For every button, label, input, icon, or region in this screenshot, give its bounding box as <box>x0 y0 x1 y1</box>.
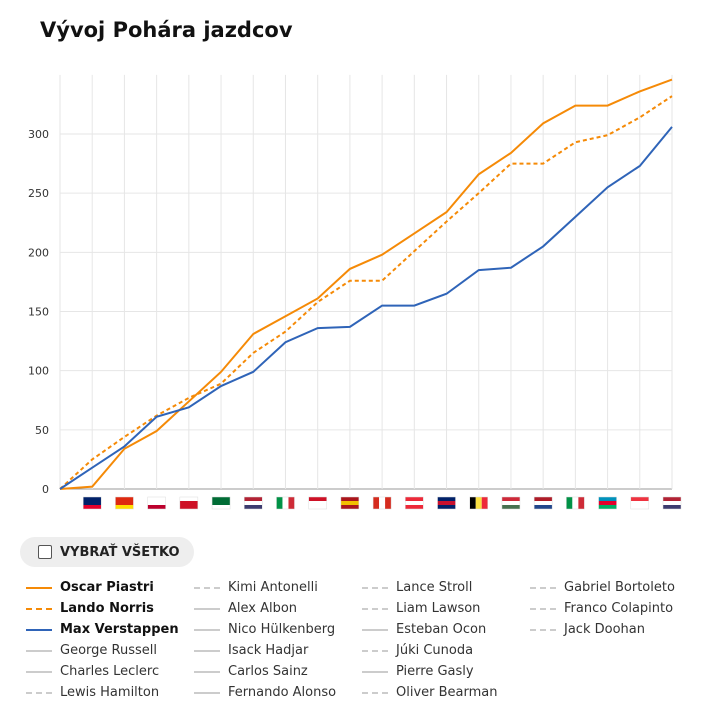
legend-swatch-icon <box>362 607 388 610</box>
legend-label: Pierre Gasly <box>396 664 474 679</box>
flag-gbr-icon <box>437 496 456 510</box>
legend-swatch-icon <box>362 691 388 694</box>
legend-label: Liam Lawson <box>396 601 481 616</box>
legend-label: Nico Hülkenberg <box>228 622 336 637</box>
legend-label: Max Verstappen <box>60 622 179 637</box>
legend-item[interactable]: Kimi Antonelli <box>194 577 362 598</box>
legend-swatch-icon <box>194 691 220 694</box>
legend-swatch-icon <box>530 607 556 610</box>
legend-item[interactable]: Lando Norris <box>26 598 194 619</box>
legend-item[interactable]: Alex Albon <box>194 598 362 619</box>
legend-swatch-icon <box>26 691 52 694</box>
legend-label: Oscar Piastri <box>60 580 154 595</box>
flag-aus-icon <box>82 496 102 510</box>
legend-item[interactable]: Oscar Piastri <box>26 577 194 598</box>
legend-swatch-icon <box>530 586 556 589</box>
flag-bel-icon <box>469 496 488 510</box>
flag-usa-icon <box>662 496 682 510</box>
legend-item[interactable]: Isack Hadjar <box>194 640 362 661</box>
flag-ned-icon <box>533 496 553 510</box>
legend-item[interactable]: Fernando Alonso <box>194 682 362 703</box>
legend-swatch-icon <box>26 607 52 610</box>
flag-hun-icon <box>501 496 521 510</box>
legend-label: Esteban Ocon <box>396 622 487 637</box>
legend-item[interactable]: George Russell <box>26 640 194 661</box>
legend-label: Alex Albon <box>228 601 298 616</box>
y-tick-label: 100 <box>28 365 49 378</box>
flag-bhr-icon <box>179 496 199 510</box>
legend-item[interactable]: Lewis Hamilton <box>26 682 194 703</box>
select-all-label: VYBRAŤ VŠETKO <box>60 544 180 560</box>
y-tick-label: 200 <box>28 246 49 259</box>
legend-label: Lando Norris <box>60 601 154 616</box>
legend-swatch-icon <box>26 649 52 652</box>
legend-swatch-icon <box>194 670 220 673</box>
flag-aze-icon <box>598 496 617 510</box>
legend-swatch-icon <box>362 628 388 631</box>
y-tick-label: 300 <box>28 128 49 141</box>
legend-swatch-icon <box>362 670 388 673</box>
legend-label: Carlos Sainz <box>228 664 308 679</box>
legend-swatch-icon <box>194 628 220 631</box>
legend-item[interactable]: Charles Leclerc <box>26 661 194 682</box>
legend-swatch-icon <box>26 670 52 673</box>
legend-label: Lewis Hamilton <box>60 685 160 700</box>
legend-item[interactable]: Esteban Ocon <box>362 619 530 640</box>
legend-item[interactable]: Gabriel Bortoleto <box>530 577 698 598</box>
legend-label: Júki Cunoda <box>396 643 474 658</box>
legend-label: Fernando Alonso <box>228 685 337 700</box>
flag-sgp-icon <box>630 496 650 510</box>
legend-item[interactable]: Jack Doohan <box>530 619 698 640</box>
flag-usa-icon <box>244 496 263 510</box>
legend-item[interactable]: Max Verstappen <box>26 619 194 640</box>
legend-item[interactable]: Lance Stroll <box>362 577 530 598</box>
flag-aut-icon <box>405 496 424 510</box>
flag-ita-icon <box>566 496 585 510</box>
points-chart: 0 50 100 150 200 250 300 <box>28 74 682 510</box>
y-tick-label: 0 <box>42 483 49 496</box>
legend-item[interactable]: Júki Cunoda <box>362 640 530 661</box>
page-title: Vývoj Pohára jazdcov <box>40 18 293 42</box>
flag-can-icon <box>372 496 392 510</box>
flag-chn-icon <box>115 496 134 510</box>
legend-label: Lance Stroll <box>396 580 473 595</box>
y-tick-label: 50 <box>35 424 49 437</box>
flag-mon-icon <box>308 496 327 510</box>
legend-swatch-icon <box>362 586 388 589</box>
flag-sau-icon <box>211 496 231 510</box>
legend-swatch-icon <box>194 607 220 610</box>
y-tick-label: 250 <box>28 187 49 200</box>
legend-label: Kimi Antonelli <box>228 580 318 595</box>
legend-label: Jack Doohan <box>564 622 645 637</box>
legend: Oscar Piastri Lando Norris Max Verstappen G… <box>26 577 698 703</box>
legend-label: Isack Hadjar <box>228 643 309 658</box>
flag-ita-icon <box>276 496 295 510</box>
legend-label: Charles Leclerc <box>60 664 160 679</box>
legend-item[interactable]: Carlos Sainz <box>194 661 362 682</box>
legend-item[interactable]: Oliver Bearman <box>362 682 530 703</box>
legend-swatch-icon <box>26 628 52 631</box>
legend-swatch-icon <box>194 649 220 652</box>
legend-swatch-icon <box>26 586 52 589</box>
legend-label: Franco Colapinto <box>564 601 674 616</box>
y-tick-label: 150 <box>28 306 49 319</box>
legend-swatch-icon <box>194 586 220 589</box>
legend-label: George Russell <box>60 643 157 658</box>
series-line-lando-norris[interactable] <box>59 95 673 490</box>
flag-esp-icon <box>340 496 360 510</box>
legend-swatch-icon <box>362 649 388 652</box>
checkbox-icon[interactable] <box>38 545 52 559</box>
series-line-oscar-piastri[interactable] <box>59 78 673 490</box>
flag-jpn-icon <box>147 496 166 510</box>
legend-item[interactable]: Liam Lawson <box>362 598 530 619</box>
legend-label: Gabriel Bortoleto <box>564 580 675 595</box>
select-all-button[interactable]: VYBRAŤ VŠETKO <box>20 537 194 567</box>
legend-label: Oliver Bearman <box>396 685 498 700</box>
legend-swatch-icon <box>530 628 556 631</box>
legend-item[interactable]: Nico Hülkenberg <box>194 619 362 640</box>
legend-item[interactable]: Franco Colapinto <box>530 598 698 619</box>
series-line-max-verstappen[interactable] <box>59 126 673 490</box>
legend-item[interactable]: Pierre Gasly <box>362 661 530 682</box>
